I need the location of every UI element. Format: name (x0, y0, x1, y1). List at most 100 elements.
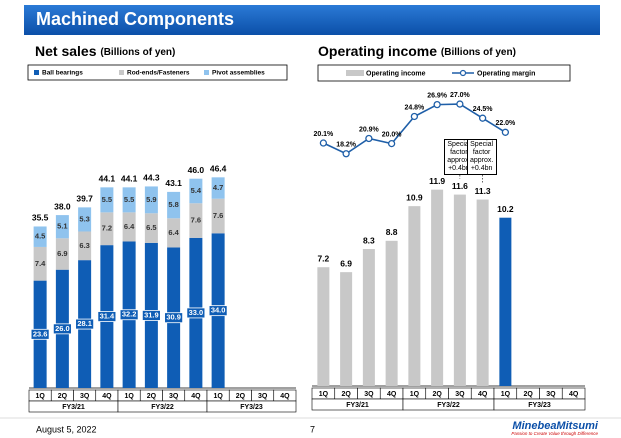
x-tick-label: 4Q (387, 391, 397, 398)
bar-segment (33, 246, 47, 281)
bar (362, 249, 375, 386)
group-cell (493, 398, 586, 411)
value-label: 24.8% (404, 104, 425, 111)
value-label: 26.0 (55, 324, 70, 333)
header-bar (24, 5, 600, 35)
total-label: 35.5 (32, 213, 49, 223)
x-tick-label: 2Q (147, 393, 157, 400)
value-label: 23.6 (33, 329, 48, 338)
bar (408, 206, 421, 386)
title: Net sales (35, 43, 97, 59)
x-tick-label: 1Q (319, 391, 329, 398)
value-label: 20.0% (382, 131, 403, 138)
value-label: 6.5 (146, 223, 156, 232)
legend-swatch (346, 70, 364, 76)
bar-segment (167, 191, 181, 219)
bar (453, 194, 466, 386)
value-label: 22.0% (495, 120, 516, 127)
group-label: FY3/23 (528, 402, 551, 409)
margin-marker (365, 134, 373, 143)
value-label: 6.9 (340, 258, 352, 268)
bar-segment (100, 187, 114, 213)
value-label: 31.9 (144, 310, 159, 319)
legend-label: Pivot assemblies (212, 70, 265, 77)
bar (499, 217, 512, 386)
value-label-box (164, 312, 184, 324)
bar-segment (55, 215, 69, 239)
title: Operating income (318, 43, 437, 59)
total-label: 46.4 (210, 164, 227, 174)
bar-segment (78, 207, 92, 232)
x-tick-label: 3Q (80, 393, 90, 400)
value-label: 6.4 (168, 228, 179, 237)
value-label: 8.8 (386, 227, 398, 237)
bar-segment (167, 218, 181, 248)
x-tick-label: 2Q (58, 393, 68, 400)
total-label: 46.0 (188, 165, 205, 175)
legend-box (317, 64, 571, 82)
value-label: 11.3 (475, 186, 491, 196)
annotation-text: Special factor approx. +0.4bn (466, 139, 497, 175)
value-label: 24.5% (473, 106, 494, 113)
margin-marker (456, 100, 464, 108)
x-tick-label: 3Q (169, 393, 179, 400)
value-label: 31.4 (100, 312, 115, 321)
group-label: FY3/23 (240, 404, 263, 411)
margin-marker (433, 100, 441, 109)
x-tick-label: 4Q (102, 393, 112, 400)
bar-segment (144, 213, 158, 243)
x-tick-label: 1Q (410, 391, 420, 398)
unit: (Billions of yen) (441, 47, 516, 58)
value-label: 33.0 (189, 308, 204, 317)
x-tick-label: 2Q (341, 391, 351, 398)
bar (340, 272, 353, 386)
group-cell (206, 400, 297, 413)
x-tick-label: 2Q (432, 391, 442, 398)
value-label-box (119, 309, 139, 321)
value-label: 5.5 (124, 195, 134, 204)
value-label: 5.1 (57, 222, 67, 231)
total-label: 39.7 (76, 194, 93, 204)
margin-marker (319, 139, 328, 147)
group-label: FY3/21 (346, 402, 369, 409)
bar-segment (144, 186, 158, 214)
value-label: 5.4 (191, 186, 202, 195)
value-label: 28.1 (77, 319, 92, 328)
value-label: 5.5 (102, 195, 112, 204)
group-label: FY3/21 (62, 404, 85, 411)
legend-marker (459, 69, 467, 77)
value-label: 10.2 (497, 204, 514, 214)
x-tick-label: 1Q (501, 391, 511, 398)
value-label-box (141, 310, 161, 321)
chart-title: Net sales (Billions of yen) (35, 43, 175, 59)
bar-segment (211, 177, 225, 199)
bar-segment (211, 198, 225, 234)
x-tick-label: 3Q (258, 393, 268, 400)
x-tick-label: 2Q (236, 393, 246, 400)
unit: (Billions of yen) (100, 47, 175, 58)
bar (431, 189, 444, 386)
value-label: 18.2% (336, 142, 357, 149)
logo: MinebeaMitsumi (512, 420, 599, 432)
bar-segment (100, 212, 114, 246)
value-label-box (75, 318, 95, 330)
value-label: 5.9 (146, 195, 156, 204)
value-label: 10.9 (406, 192, 423, 202)
margin-marker (410, 112, 419, 121)
value-label: 7.2 (317, 253, 329, 263)
value-label: 5.3 (79, 214, 89, 223)
value-label: 11.9 (429, 176, 445, 186)
margin-marker (387, 139, 396, 148)
x-tick-label: 4Q (478, 391, 488, 398)
total-label: 38.0 (54, 201, 71, 211)
value-label: 20.1% (313, 131, 334, 138)
value-label: 7.6 (213, 211, 223, 220)
value-label: 11.6 (452, 181, 468, 191)
x-tick-label: 4Q (569, 391, 579, 398)
total-label: 44.1 (99, 174, 116, 184)
bar (385, 240, 398, 386)
bar-segment (33, 226, 47, 247)
value-label: 8.3 (363, 235, 375, 245)
margin-marker (342, 150, 350, 158)
margin-marker (501, 128, 510, 136)
